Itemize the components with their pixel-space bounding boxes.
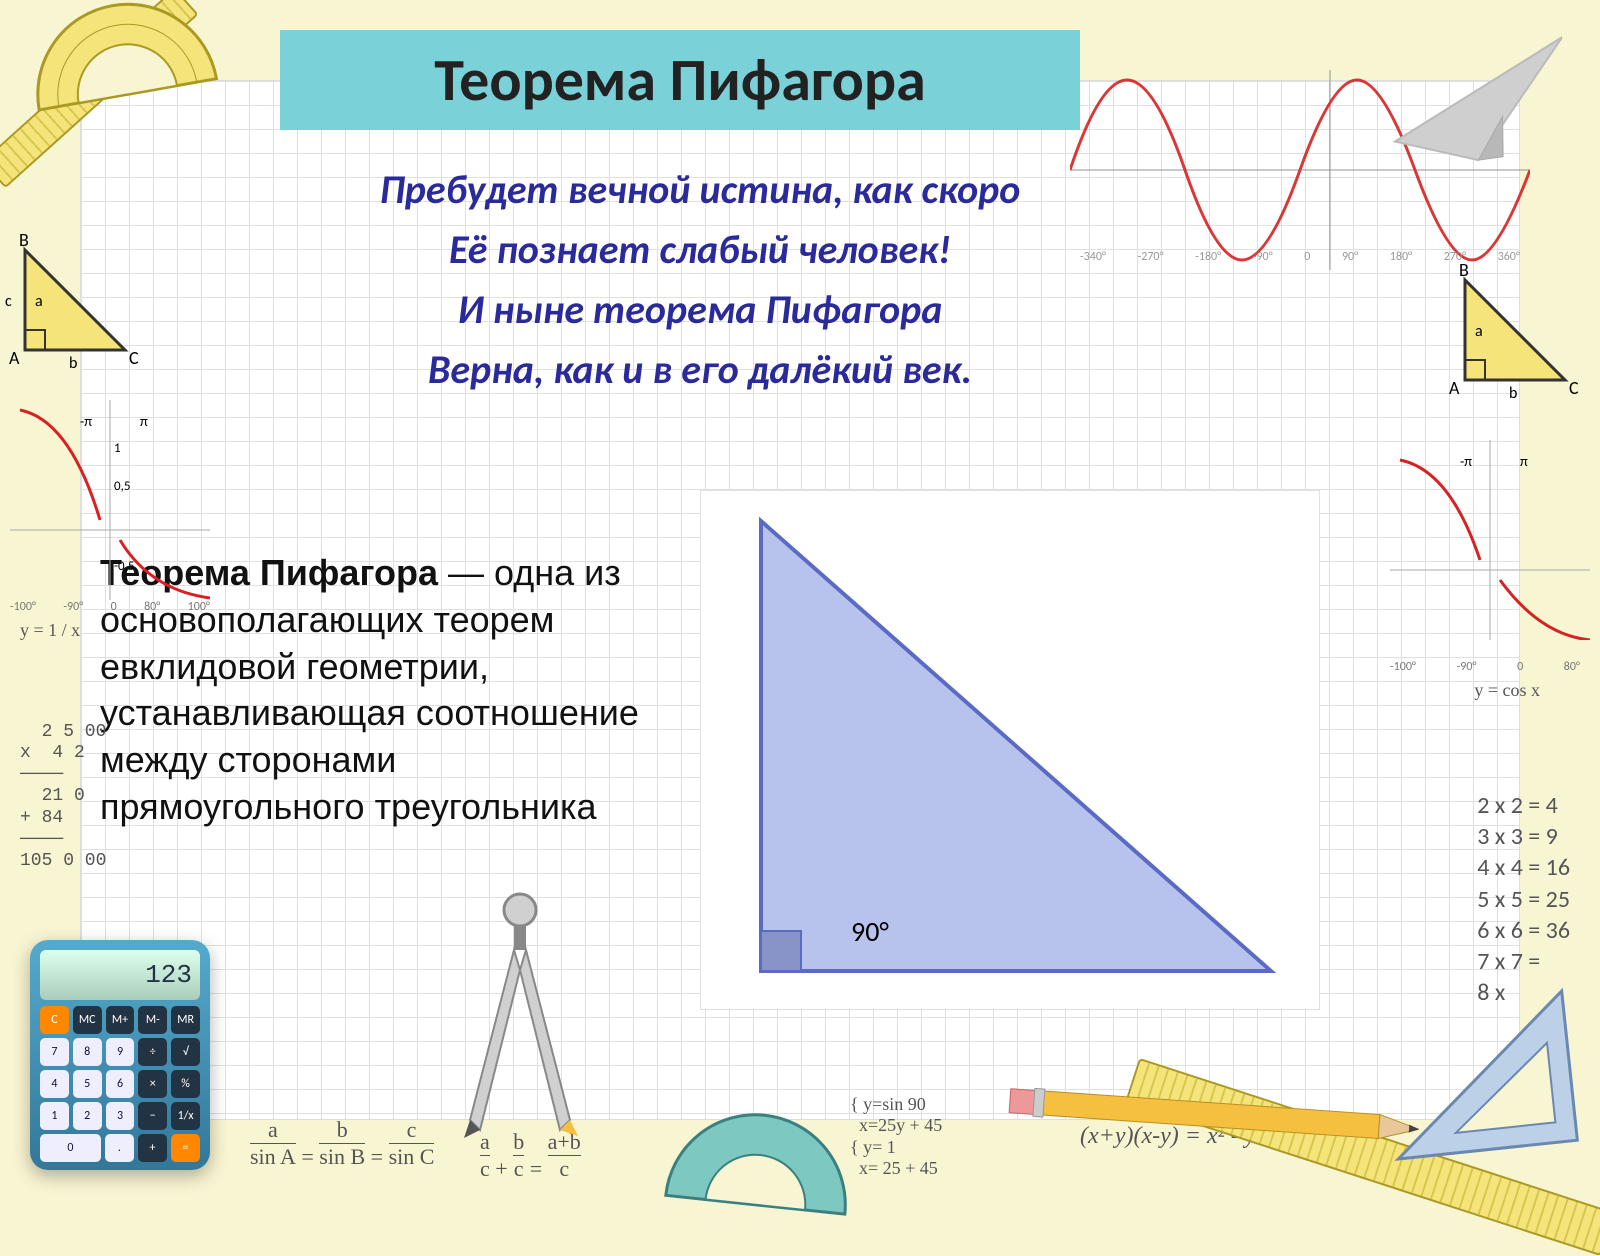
svg-text:a: a: [1475, 322, 1483, 341]
svg-text:-0,5: -0,5: [114, 559, 134, 574]
compass-icon: [430, 880, 610, 1140]
poem-line-2: Её познает слабый человек!: [180, 220, 1220, 280]
svg-text:C: C: [1569, 377, 1579, 399]
svg-text:a: a: [35, 292, 43, 311]
svg-text:B: B: [19, 230, 29, 251]
svg-text:b: b: [1509, 384, 1517, 400]
page-title: Теорема Пифагора: [280, 30, 1080, 130]
svg-text:B: B: [1459, 260, 1469, 281]
reciprocal-label: y = 1 / x: [20, 620, 80, 641]
law-of-sines: asin A = bsin B = csin C: [250, 1117, 434, 1170]
multiplication-table: 2 x 2 = 4 3 x 3 = 9 4 x 4 = 16 5 x 5 = 2…: [1477, 790, 1570, 1008]
svg-text:π: π: [1520, 453, 1528, 470]
long-arithmetic: 2 5 00 x 4 2 ──── 21 0 + 84 ──── 105 0 0…: [20, 700, 106, 873]
recip-xticks: -100°-90°080°100°: [10, 600, 210, 614]
protractor-bottom: [655, 1100, 864, 1220]
reciprocal-graph-left: -π π 1 0,5 -0,5: [10, 400, 210, 600]
calc-display: 123: [40, 950, 200, 1000]
svg-text:π: π: [140, 413, 148, 430]
epigraph: Пребудет вечной истина, как скоро Её поз…: [180, 160, 1220, 400]
trig-system: { y=sin 90 x=25y + 45 { y= 1 x= 25 + 45: [850, 1094, 942, 1180]
svg-text:-π: -π: [1460, 453, 1472, 470]
set-square-icon: [1372, 980, 1589, 1170]
svg-text:A: A: [9, 347, 20, 369]
poem-line-3: И ныне теорема Пифагора: [180, 280, 1220, 340]
svg-text:A: A: [1449, 377, 1460, 399]
cos-graph-right: -π π: [1390, 440, 1590, 640]
paper-plane-icon: [1371, 17, 1579, 182]
cos-xticks: -100°-90°080°: [1390, 660, 1580, 674]
right-triangle-figure: 90°: [700, 490, 1320, 1010]
angle-label: 90°: [851, 914, 889, 949]
poem-line-1: Пребудет вечной истина, как скоро: [180, 160, 1220, 220]
small-triangle-right: A B C a b: [1445, 260, 1585, 400]
svg-text:C: C: [129, 347, 139, 369]
svg-text:-π: -π: [80, 413, 92, 430]
small-triangle-left: A B C c a b: [5, 230, 145, 370]
svg-text:1: 1: [114, 441, 121, 456]
title-text: Теорема Пифагора: [434, 44, 925, 117]
cos-label: y = cos x: [1474, 680, 1540, 701]
calculator-icon: 123 CMCM+M-MR 789÷√ 456×% 123−1/x 0.+=: [30, 940, 210, 1170]
svg-text:c: c: [5, 292, 12, 311]
svg-text:0,5: 0,5: [114, 479, 130, 494]
poem-line-4: Верна, как и в его далёкий век.: [180, 340, 1220, 400]
svg-text:b: b: [69, 354, 77, 370]
